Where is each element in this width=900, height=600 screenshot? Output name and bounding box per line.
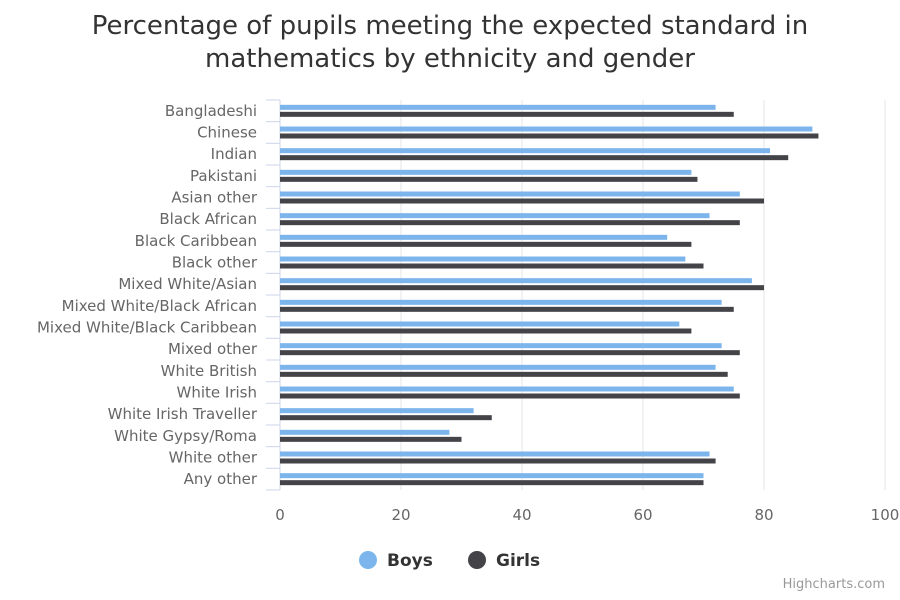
bar-girls[interactable] (280, 371, 728, 377)
category-label: White British (161, 362, 257, 380)
x-tick-label: 100 (871, 506, 900, 524)
bar-girls[interactable] (280, 306, 734, 312)
bar-boys[interactable] (280, 234, 668, 240)
chart-title: Percentage of pupils meeting the expecte… (91, 11, 809, 74)
category-label: White other (169, 449, 258, 467)
bar-boys[interactable] (280, 451, 710, 457)
bar-boys[interactable] (280, 343, 722, 349)
bar-boys[interactable] (280, 169, 692, 175)
bar-girls[interactable] (280, 458, 716, 464)
x-tick-label: 60 (633, 506, 652, 524)
legend-label-girls[interactable]: Girls (496, 551, 540, 571)
bar-boys[interactable] (280, 148, 771, 154)
bar-girls[interactable] (280, 198, 764, 204)
category-label: Black other (172, 254, 258, 272)
bar-boys[interactable] (280, 104, 716, 110)
legend-label-boys[interactable]: Boys (387, 551, 433, 571)
category-label: Mixed White/Asian (118, 275, 257, 293)
category-label: Indian (211, 145, 257, 163)
bar-boys[interactable] (280, 408, 474, 414)
bar-girls[interactable] (280, 328, 692, 334)
bar-girls[interactable] (280, 415, 492, 421)
bar-boys[interactable] (280, 191, 740, 197)
bar-boys[interactable] (280, 126, 813, 132)
bar-girls[interactable] (280, 111, 734, 117)
legend-marker-girls[interactable] (468, 551, 486, 569)
x-tick-label: 40 (512, 506, 531, 524)
category-label: Mixed White/Black Caribbean (37, 319, 257, 337)
category-label: Mixed other (168, 340, 258, 358)
bar-girls[interactable] (280, 285, 764, 291)
bar-girls[interactable] (280, 241, 692, 247)
bar-boys[interactable] (280, 473, 704, 479)
legend-marker-boys[interactable] (359, 551, 377, 569)
bar-boys[interactable] (280, 213, 710, 219)
category-label: Black African (159, 210, 257, 228)
bar-girls[interactable] (280, 263, 704, 269)
bar-girls[interactable] (280, 480, 704, 486)
category-label: Black Caribbean (135, 232, 257, 250)
bar-boys[interactable] (280, 278, 752, 284)
category-label: Bangladeshi (165, 102, 257, 120)
bar-girls[interactable] (280, 176, 698, 182)
category-label: Chinese (197, 124, 257, 142)
category-label: White Gypsy/Roma (114, 427, 257, 445)
x-tick-label: 0 (275, 506, 285, 524)
bar-boys[interactable] (280, 321, 680, 327)
credits-link[interactable]: Highcharts.com (782, 577, 885, 592)
category-label: Mixed White/Black African (62, 297, 257, 315)
bar-girls[interactable] (280, 393, 740, 399)
category-label: Pakistani (190, 167, 257, 185)
category-label: Asian other (171, 189, 258, 207)
bar-boys[interactable] (280, 299, 722, 305)
bar-boys[interactable] (280, 364, 716, 370)
bar-girls[interactable] (280, 220, 740, 226)
bar-girls[interactable] (280, 436, 462, 442)
bar-boys[interactable] (280, 386, 734, 392)
bar-boys[interactable] (280, 429, 450, 435)
bar-girls[interactable] (280, 155, 789, 161)
category-label: Any other (184, 470, 258, 488)
bar-girls[interactable] (280, 350, 740, 356)
category-label: White Irish Traveller (108, 405, 258, 423)
bar-boys[interactable] (280, 256, 686, 262)
category-label: White Irish (177, 384, 257, 402)
x-tick-label: 20 (391, 506, 410, 524)
x-tick-label: 80 (754, 506, 773, 524)
bar-girls[interactable] (280, 133, 819, 139)
